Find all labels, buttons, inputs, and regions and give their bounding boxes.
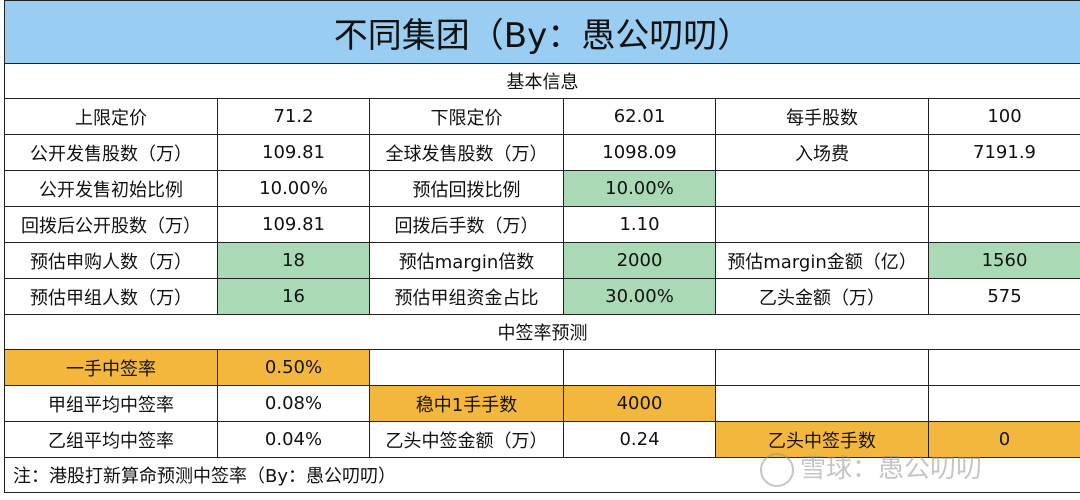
- value-margin-multiple: 2000: [563, 242, 716, 279]
- value-upper-price: 71.2: [217, 98, 370, 135]
- value-group-b-avg-rate: 0.04%: [217, 421, 370, 458]
- empty-cell: [563, 349, 716, 386]
- empty-cell: [715, 170, 929, 207]
- table-row: 乙组平均中签率 0.04% 乙头中签金额（万） 0.24 乙头中签手数 0: [4, 421, 1080, 458]
- empty-cell: [715, 206, 929, 243]
- label-global-shares: 全球发售股数（万）: [369, 134, 564, 171]
- label-group-b-head-win-lots: 乙头中签手数: [715, 421, 929, 458]
- label-group-b-head-amount: 乙头金额（万）: [715, 278, 929, 315]
- table-row: 预估申购人数（万） 18 预估margin倍数 2000 预估margin金额（…: [4, 242, 1080, 279]
- label-group-b-head-win-amount: 乙头中签金额（万）: [369, 421, 564, 458]
- label-lots-after-clawback: 回拨后手数（万）: [369, 206, 564, 243]
- value-lower-price: 62.01: [563, 98, 716, 135]
- value-lot-size: 100: [927, 98, 1080, 135]
- empty-cell: [715, 385, 929, 422]
- value-public-after-clawback: 109.81: [217, 206, 370, 243]
- label-entry-fee: 入场费: [715, 134, 929, 171]
- label-margin-amount: 预估margin金额（亿）: [715, 242, 929, 279]
- label-margin-multiple: 预估margin倍数: [369, 242, 564, 279]
- value-safe-lots: 4000: [563, 385, 716, 422]
- value-entry-fee: 7191.9: [927, 134, 1080, 171]
- label-applicants: 预估申购人数（万）: [4, 242, 218, 279]
- label-lower-price: 下限定价: [369, 98, 564, 135]
- value-one-lot-rate: 0.50%: [217, 349, 370, 386]
- value-group-b-head-amount: 575: [927, 278, 1080, 315]
- table-row: 上限定价 71.2 下限定价 62.01 每手股数 100: [4, 98, 1080, 135]
- table-row: 公开发售初始比例 10.00% 预估回拨比例 10.00%: [4, 170, 1080, 207]
- value-initial-ratio: 10.00%: [217, 170, 370, 207]
- value-group-a-applicants: 16: [217, 278, 370, 315]
- value-group-b-head-win-lots: 0: [927, 421, 1080, 458]
- section-basic-info: 基本信息: [3, 63, 1080, 99]
- label-public-shares: 公开发售股数（万）: [4, 134, 218, 171]
- value-global-shares: 1098.09: [563, 134, 716, 171]
- label-clawback-ratio: 预估回拨比例: [369, 170, 564, 207]
- label-public-after-clawback: 回拨后公开股数（万）: [4, 206, 218, 243]
- label-group-a-avg-rate: 甲组平均中签率: [4, 385, 218, 422]
- empty-cell: [927, 385, 1080, 422]
- table-row: 甲组平均中签率 0.08% 稳中1手手数 4000: [4, 385, 1080, 422]
- label-upper-price: 上限定价: [4, 98, 218, 135]
- label-lot-size: 每手股数: [715, 98, 929, 135]
- table-row: 预估甲组人数（万） 16 预估甲组资金占比 30.00% 乙头金额（万） 575: [4, 278, 1080, 315]
- value-group-a-share: 30.00%: [563, 278, 716, 315]
- empty-cell: [927, 349, 1080, 386]
- footnote: 注：港股打新算命预测中签率（By：愚公叨叨）: [3, 457, 1080, 493]
- empty-cell: [927, 170, 1080, 207]
- label-one-lot-rate: 一手中签率: [4, 349, 218, 386]
- value-clawback-ratio: 10.00%: [563, 170, 716, 207]
- table-row: 回拨后公开股数（万） 109.81 回拨后手数（万） 1.10: [4, 206, 1080, 243]
- label-initial-ratio: 公开发售初始比例: [4, 170, 218, 207]
- label-group-a-share: 预估甲组资金占比: [369, 278, 564, 315]
- empty-cell: [927, 206, 1080, 243]
- table-row: 一手中签率 0.50%: [4, 349, 1080, 386]
- label-group-a-applicants: 预估甲组人数（万）: [4, 278, 218, 315]
- empty-cell: [369, 349, 564, 386]
- label-safe-lots: 稳中1手手数: [369, 385, 564, 422]
- table-title: 不同集团（By：愚公叨叨）: [3, 0, 1080, 64]
- ipo-table: 不同集团（By：愚公叨叨） 基本信息 上限定价 71.2 下限定价 62.01 …: [3, 0, 1080, 493]
- value-applicants: 18: [217, 242, 370, 279]
- value-margin-amount: 1560: [927, 242, 1080, 279]
- value-group-a-avg-rate: 0.08%: [217, 385, 370, 422]
- section-prediction: 中签率预测: [3, 314, 1080, 350]
- label-group-b-avg-rate: 乙组平均中签率: [4, 421, 218, 458]
- value-lots-after-clawback: 1.10: [563, 206, 716, 243]
- value-public-shares: 109.81: [217, 134, 370, 171]
- empty-cell: [715, 349, 929, 386]
- value-group-b-head-win-amount: 0.24: [563, 421, 716, 458]
- table-row: 公开发售股数（万） 109.81 全球发售股数（万） 1098.09 入场费 7…: [4, 134, 1080, 171]
